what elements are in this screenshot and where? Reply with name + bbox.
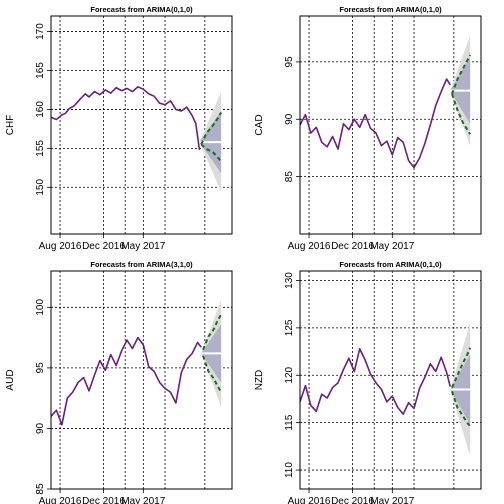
y-tick-label: 120 bbox=[284, 366, 295, 383]
actual-dashed-line-2 bbox=[202, 355, 222, 393]
x-tick-label: May 2017 bbox=[121, 496, 165, 504]
y-tick-label: 155 bbox=[35, 140, 46, 157]
y-axis-label: NZD bbox=[254, 370, 265, 391]
actual-dashed-line-2 bbox=[451, 391, 471, 428]
y-tick-label: 125 bbox=[284, 319, 295, 336]
x-tick-label: Aug 2016 bbox=[288, 496, 331, 504]
y-tick-label: 85 bbox=[35, 483, 46, 495]
y-tick-label: 130 bbox=[284, 272, 295, 289]
y-tick-label: 165 bbox=[35, 62, 46, 79]
y-tick-label: 170 bbox=[35, 23, 46, 40]
x-tick-label: May 2017 bbox=[121, 241, 165, 252]
actual-dashed-line-1 bbox=[200, 112, 223, 145]
x-tick-label: Aug 2016 bbox=[39, 241, 82, 252]
x-tick-label: May 2017 bbox=[370, 241, 414, 252]
x-tick-label: Dec 2016 bbox=[82, 496, 125, 504]
series-line-aud bbox=[50, 336, 202, 426]
x-tick-label: May 2017 bbox=[370, 496, 414, 504]
y-tick-label: 100 bbox=[35, 299, 46, 316]
y-tick-label: 90 bbox=[284, 113, 295, 125]
plot-frame bbox=[50, 270, 233, 490]
actual-dashed-line-1 bbox=[451, 347, 472, 388]
series-line-chf bbox=[50, 86, 201, 151]
chart-panel-cad: Forecasts from ARIMA(0,1,0) 85 90 95 Aug 201… bbox=[254, 5, 482, 252]
chart-title: Forecasts from ARIMA(3,1,0) bbox=[90, 260, 193, 269]
chart-title: Forecasts from ARIMA(0,1,0) bbox=[339, 5, 442, 14]
y-tick-label: 160 bbox=[35, 101, 46, 118]
y-tick-label: 110 bbox=[284, 462, 295, 478]
y-axis-label: CHF bbox=[5, 115, 16, 136]
x-tick-label: Dec 2016 bbox=[331, 241, 374, 252]
plot-frame bbox=[299, 15, 482, 235]
actual-dashed-line-1 bbox=[451, 54, 472, 95]
y-tick-label: 90 bbox=[35, 422, 46, 434]
actual-dashed-line-2 bbox=[200, 143, 222, 163]
y-axis-label: CAD bbox=[254, 114, 265, 135]
plot-frame bbox=[299, 270, 482, 490]
y-tick-label: 95 bbox=[35, 362, 46, 374]
chart-title: Forecasts from ARIMA(0,1,0) bbox=[339, 260, 442, 269]
chart-panel-nzd: Forecasts from ARIMA(0,1,0) 110 115 120 125 1… bbox=[254, 260, 482, 504]
x-tick-label: Aug 2016 bbox=[288, 241, 331, 252]
series-line-cad bbox=[299, 78, 451, 169]
plot-frame bbox=[50, 15, 233, 235]
chart-title: Forecasts from ARIMA(0,1,0) bbox=[90, 5, 193, 14]
chart-panel-aud: Forecasts from ARIMA(3,1,0) 85 90 95 100 Aug … bbox=[5, 260, 233, 504]
actual-dashed-line-1 bbox=[202, 314, 222, 351]
y-tick-label: 150 bbox=[35, 179, 46, 196]
y-tick-label: 115 bbox=[284, 414, 295, 430]
chart-panel-chf: Forecasts from ARIMA(0,1,0) 150 155 160 165 1… bbox=[5, 5, 233, 252]
x-tick-label: Dec 2016 bbox=[331, 496, 374, 504]
x-tick-label: Dec 2016 bbox=[82, 241, 125, 252]
y-tick-label: 95 bbox=[284, 56, 295, 68]
y-tick-label: 85 bbox=[284, 171, 295, 183]
x-tick-label: Aug 2016 bbox=[39, 496, 82, 504]
series-line-nzd bbox=[299, 347, 452, 415]
actual-dashed-line-2 bbox=[451, 93, 471, 135]
y-axis-label: AUD bbox=[5, 369, 16, 390]
